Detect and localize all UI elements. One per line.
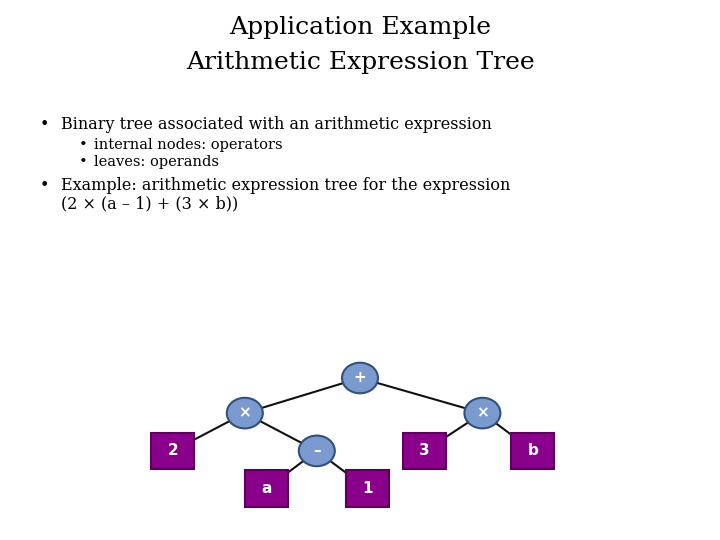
FancyBboxPatch shape (346, 470, 389, 507)
FancyBboxPatch shape (245, 470, 288, 507)
Text: b: b (527, 443, 539, 458)
FancyBboxPatch shape (151, 433, 194, 469)
Text: (2 × (a – 1) + (3 × b)): (2 × (a – 1) + (3 × b)) (61, 195, 238, 212)
Text: –: – (313, 443, 320, 458)
Ellipse shape (464, 398, 500, 428)
Text: internal nodes: operators: internal nodes: operators (94, 138, 282, 152)
Text: •: • (79, 155, 88, 169)
FancyBboxPatch shape (511, 433, 554, 469)
Ellipse shape (227, 398, 263, 428)
Ellipse shape (342, 363, 378, 393)
Text: •: • (79, 138, 88, 152)
Text: ×: × (476, 406, 489, 421)
Text: leaves: operands: leaves: operands (94, 155, 219, 169)
Text: +: + (354, 370, 366, 386)
Ellipse shape (299, 436, 335, 466)
Text: ×: × (238, 406, 251, 421)
Text: a: a (261, 481, 271, 496)
Text: Example: arithmetic expression tree for the expression: Example: arithmetic expression tree for … (61, 177, 510, 194)
Text: Application Example: Application Example (229, 16, 491, 39)
Text: 2: 2 (168, 443, 178, 458)
Text: 3: 3 (420, 443, 430, 458)
FancyBboxPatch shape (403, 433, 446, 469)
Text: Arithmetic Expression Tree: Arithmetic Expression Tree (186, 51, 534, 75)
Text: •: • (40, 177, 49, 194)
Text: Binary tree associated with an arithmetic expression: Binary tree associated with an arithmeti… (61, 116, 492, 133)
Text: •: • (40, 116, 49, 133)
Text: 1: 1 (362, 481, 372, 496)
